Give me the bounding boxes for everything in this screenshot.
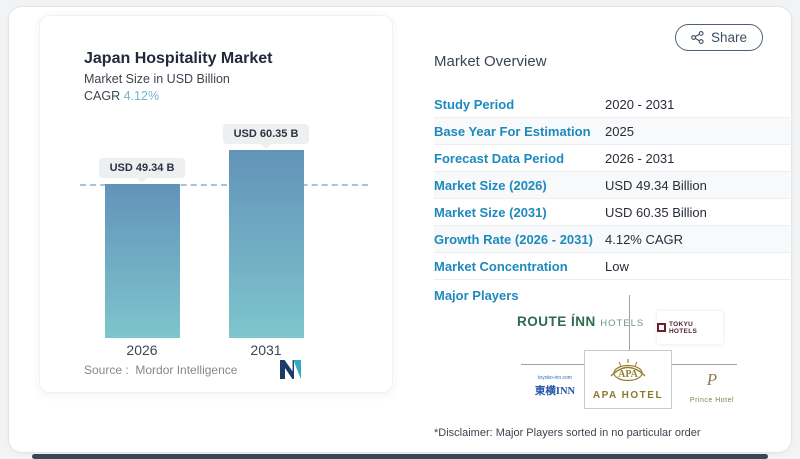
toyoko-inn-logo: toyoko-inn.com 東横INN (521, 375, 589, 399)
table-row: Growth Rate (2026 - 2031) 4.12% CAGR (434, 226, 790, 253)
value-badge-2026: USD 49.34 B (98, 158, 186, 178)
bar-2031 (228, 150, 304, 338)
row-label: Growth Rate (2026 - 2031) (434, 231, 593, 247)
tokyu-hotels-logo: TOKYU HOTELS (657, 311, 723, 344)
row-label: Market Concentration (434, 258, 568, 274)
source-value: Mordor Intelligence (135, 363, 238, 377)
mordor-intelligence-logo-icon (280, 360, 301, 384)
overview-heading: Market Overview (434, 53, 547, 70)
share-button[interactable]: Share (674, 24, 763, 51)
prince-logo-text: Prince Hotel (689, 397, 735, 404)
chart-header: Japan Hospitality Market Market Size in … (84, 50, 273, 103)
svg-text:APA: APA (618, 369, 639, 380)
row-label: Market Size (2026) (434, 177, 547, 193)
row-value: Low (605, 258, 629, 274)
row-value: USD 60.35 Billion (605, 204, 707, 220)
players-vertical-divider (629, 295, 630, 351)
chart-subtitle: Market Size in USD Billion (84, 72, 230, 86)
table-row: Market Size (2031) USD 60.35 Billion (434, 199, 790, 226)
route-inn-logo-suffix: HOTELS (600, 318, 645, 329)
row-value: 4.12% CAGR (605, 231, 684, 247)
bar-2026 (104, 184, 180, 338)
table-row: Market Size (2026) USD 49.34 Billion (434, 172, 790, 199)
cagr-label: CAGR (84, 89, 121, 103)
tokyu-logo-text: TOKYU HOTELS (668, 320, 698, 335)
apa-hotel-logo: APA APA HOTEL (584, 350, 672, 409)
table-row: Base Year For Estimation 2025 (434, 118, 790, 145)
bar-group-2031: USD 60.35 B (221, 124, 311, 338)
x-axis-label-2031: 2031 (250, 342, 282, 358)
route-inn-hotels-logo: ROUTE ÍNN HOTELS (517, 313, 643, 331)
value-badge-2031: USD 60.35 B (222, 124, 310, 144)
table-row: Study Period 2020 - 2031 (434, 91, 790, 118)
tokyu-square-icon (657, 323, 666, 332)
route-inn-logo-text: ROUTE ÍNN (517, 314, 596, 329)
chart-title: Japan Hospitality Market (84, 50, 273, 67)
share-button-label: Share (710, 30, 747, 45)
disclaimer-text: *Disclaimer: Major Players sorted in no … (434, 427, 701, 439)
reference-dashed-line (80, 184, 368, 186)
chart-card: Japan Hospitality Market Market Size in … (39, 15, 393, 393)
toyoko-logo-text: 東横INN (534, 386, 576, 397)
bar-group-2026: USD 49.34 B (97, 158, 187, 338)
row-label: Base Year For Estimation (434, 123, 591, 139)
source-label: Source : (84, 363, 129, 377)
overview-table: Study Period 2020 - 2031 Base Year For E… (434, 91, 790, 280)
row-value: USD 49.34 Billion (605, 177, 707, 193)
row-label: Study Period (434, 96, 515, 112)
table-row: Forecast Data Period 2026 - 2031 (434, 145, 790, 172)
row-label: Market Size (2031) (434, 204, 547, 220)
toyoko-url-text: toyoko-inn.com (538, 375, 572, 381)
row-value: 2025 (605, 123, 634, 139)
source-line: Source : Mordor Intelligence (84, 363, 237, 377)
row-value: 2020 - 2031 (605, 96, 675, 112)
bottom-shadow-bar (32, 454, 768, 459)
apa-crown-icon: APA (605, 358, 651, 389)
table-row: Market Concentration Low (434, 253, 790, 280)
main-card: Japan Hospitality Market Market Size in … (8, 6, 792, 453)
prince-monogram-icon: P (706, 370, 718, 389)
share-icon (691, 31, 704, 44)
prince-hotel-logo: P Prince Hotel (681, 371, 743, 407)
chart-cagr-line: CAGR 4.12% (84, 89, 273, 103)
major-players-label: Major Players (434, 288, 519, 303)
apa-logo-text: APA HOTEL (592, 390, 664, 401)
row-label: Forecast Data Period (434, 150, 565, 166)
bar-chart: USD 49.34 B USD 60.35 B 2026 2031 (40, 16, 392, 392)
x-axis-label-2026: 2026 (126, 342, 158, 358)
cagr-value: 4.12% (123, 89, 160, 103)
row-value: 2026 - 2031 (605, 150, 675, 166)
